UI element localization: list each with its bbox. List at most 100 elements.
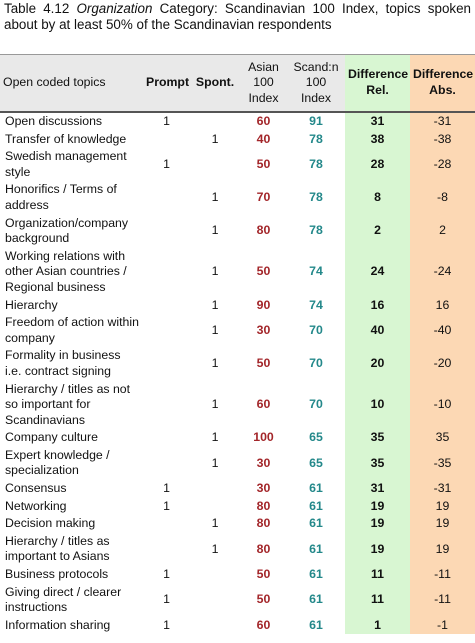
- topic: Information sharing: [5, 617, 111, 632]
- difference-rel: 24: [345, 247, 410, 297]
- column-header: Scand:n 100 Index: [287, 54, 345, 113]
- difference-rel: 11: [345, 583, 410, 617]
- caption-text: Category: Scandinavian 100 Index, topics…: [4, 1, 471, 32]
- table-row: Hierarchy / titles as not so important f…: [0, 380, 475, 430]
- spont: [190, 148, 240, 181]
- prompt: 1: [163, 592, 170, 607]
- table-row: Freedom of action within company 1 30 70 40-…: [0, 314, 475, 348]
- asian-index: 70: [256, 190, 271, 205]
- topic: Organization/company background: [5, 215, 129, 246]
- scand-index: 61: [309, 516, 323, 531]
- asian-index: 80: [256, 541, 271, 556]
- prompt: [143, 429, 190, 447]
- difference-abs: -31: [410, 480, 475, 498]
- spont: 1: [211, 541, 219, 556]
- topic: Decision making: [5, 516, 96, 531]
- difference-rel: 28: [345, 148, 410, 182]
- table-row: Networking 1 80 61 19 19: [0, 497, 475, 516]
- table-row: Swedish management style 1 50 78 28 -28: [0, 148, 475, 182]
- prompt: [143, 447, 190, 480]
- topic: Open discussions: [5, 114, 103, 128]
- topic: Business protocols: [5, 567, 109, 582]
- column-header: Prompt: [143, 54, 190, 113]
- difference-rel: 16: [345, 296, 410, 315]
- table-row: Company culture 1 100 65 35 35: [0, 429, 475, 447]
- asian-index: 100: [253, 430, 274, 445]
- table-row: Organization/company background 1 80 78 2 2: [0, 214, 475, 248]
- spont: [190, 498, 240, 516]
- spont: 1: [211, 297, 219, 312]
- spont: 1: [211, 356, 219, 371]
- difference-abs: -1: [410, 616, 475, 635]
- difference-abs: 19: [410, 532, 475, 567]
- asian-index: 80: [256, 516, 271, 531]
- prompt: [143, 297, 190, 315]
- table-body: Open discussions 1 60 91 31 -31 Transfer of kn…: [0, 112, 475, 635]
- difference-abs: -28: [410, 148, 475, 182]
- table-row: Giving direct / clearer instructions 1 50 6…: [0, 583, 475, 617]
- table-row: Formality in business i.e. contract sign…: [0, 347, 475, 381]
- scand-index: 91: [309, 114, 323, 128]
- difference-rel: 31: [345, 112, 410, 131]
- spont: [190, 480, 240, 498]
- topic: Networking: [5, 498, 67, 513]
- asian-index: 80: [256, 498, 271, 513]
- column-header: Spont.: [190, 54, 240, 113]
- difference-rel: 19: [345, 497, 410, 516]
- asian-index: 50: [256, 356, 271, 371]
- difference-abs: -35: [410, 446, 475, 481]
- asian-index: 30: [256, 481, 271, 496]
- scand-index: 61: [309, 498, 323, 513]
- caption-label: Table 4.12: [4, 1, 70, 16]
- spont: 1: [211, 455, 219, 470]
- scand-index: 78: [309, 190, 323, 205]
- header-row: Open coded topics Prompt Spont. Asian 100 I…: [0, 54, 475, 113]
- difference-abs: -20: [410, 347, 475, 381]
- prompt: [143, 181, 190, 214]
- difference-abs: 2: [410, 214, 475, 248]
- scand-index: 61: [309, 541, 323, 556]
- prompt: 1: [163, 156, 170, 171]
- topic: Consensus: [5, 481, 67, 496]
- difference-rel: 38: [345, 130, 410, 149]
- scand-index: 70: [309, 322, 323, 337]
- difference-abs: 16: [410, 296, 475, 315]
- difference-rel: 35: [345, 429, 410, 447]
- table-row: Honorifics / Terms of address 1 70 78 8 -8: [0, 181, 475, 215]
- table-row: Consensus 1 30 61 31 -31: [0, 480, 475, 498]
- topic: Company culture: [5, 430, 98, 445]
- difference-abs: -11: [410, 566, 475, 584]
- prompt: [143, 314, 190, 347]
- difference-abs: -38: [410, 130, 475, 149]
- scand-index: 74: [309, 297, 323, 312]
- difference-abs: -10: [410, 380, 475, 430]
- difference-abs: -8: [410, 181, 475, 215]
- table-row: Expert knowledge / specialization 1 30 65 35…: [0, 446, 475, 481]
- asian-index: 30: [256, 455, 271, 470]
- prompt: 1: [163, 498, 170, 513]
- topic: Freedom of action within company: [5, 315, 139, 345]
- spont: 1: [211, 131, 219, 146]
- topic: Working relations with other Asian count…: [5, 248, 127, 294]
- asian-index: 60: [256, 397, 271, 412]
- prompt: [143, 533, 190, 566]
- asian-index: 50: [256, 156, 271, 171]
- difference-rel: 10: [345, 380, 410, 430]
- table-row: Information sharing 1 60 61 1 -1: [0, 616, 475, 635]
- difference-rel: 31: [345, 480, 410, 498]
- table: Open coded topics Prompt Spont. Asian 100 I…: [0, 54, 475, 635]
- table-row: Working relations with other Asian count…: [0, 247, 475, 297]
- difference-abs: 35: [410, 429, 475, 447]
- spont: 1: [211, 397, 219, 412]
- difference-rel: 35: [345, 446, 410, 481]
- difference-rel: 19: [345, 532, 410, 567]
- topic: Expert knowledge / specialization: [5, 447, 110, 478]
- spont: [190, 566, 240, 584]
- scand-index: 65: [309, 455, 323, 470]
- difference-abs: -24: [410, 247, 475, 297]
- scand-index: 61: [309, 481, 323, 496]
- column-header: Asian 100 Index: [240, 54, 287, 113]
- scand-index: 78: [309, 156, 323, 171]
- prompt: [143, 248, 190, 297]
- table-row: Hierarchy 1 90 74 16 16: [0, 296, 475, 315]
